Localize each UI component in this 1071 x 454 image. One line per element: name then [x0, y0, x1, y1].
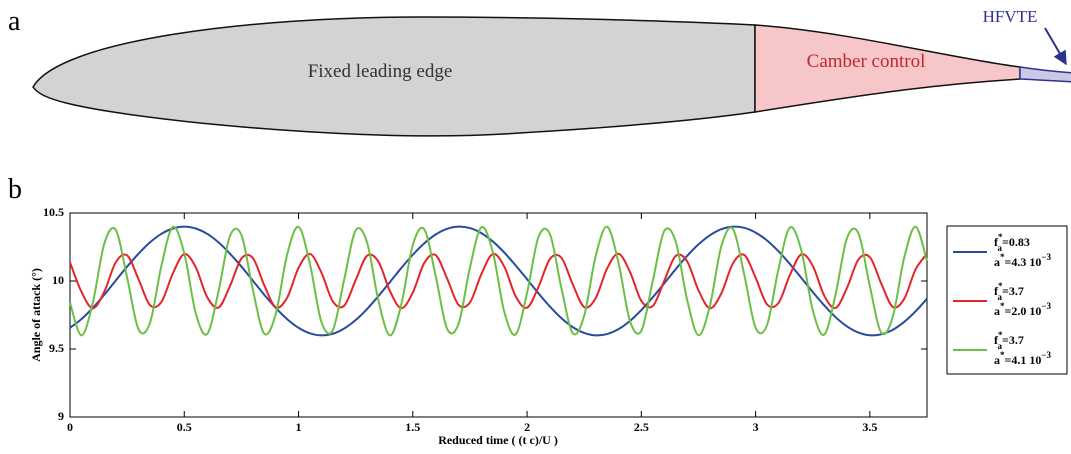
- legend-label: a*=4.1 10−3: [994, 350, 1051, 367]
- data-line: [69, 252, 928, 310]
- y-tick-label: 9: [58, 409, 64, 423]
- x-tick-label: 3: [753, 420, 759, 434]
- y-tick-label: 10: [52, 273, 64, 287]
- legend-text: *: [1000, 350, 1005, 360]
- region-label: Camber control: [807, 51, 926, 72]
- legend-text: f: [994, 235, 999, 249]
- legend-text: =0.83: [1002, 235, 1030, 249]
- panel-label: b: [8, 174, 22, 205]
- fixed-region: [32, 16, 756, 137]
- legend-label: f* a=0.83: [994, 232, 1030, 253]
- panel-label: a: [8, 6, 21, 37]
- data-line: [69, 225, 928, 337]
- legend-text: a: [994, 353, 1000, 367]
- legend-label: a*=2.0 10−3: [994, 301, 1051, 318]
- legend-text: *: [998, 232, 1003, 242]
- legend-text: f: [994, 284, 999, 298]
- legend-text: *: [1000, 301, 1005, 311]
- legend-text: −3: [1041, 252, 1051, 262]
- x-tick-label: 1.5: [405, 420, 420, 434]
- x-tick-label: 0.5: [177, 420, 192, 434]
- legend-text: *: [998, 281, 1003, 291]
- region-label: Fixed leading edge: [308, 61, 453, 82]
- legend-text: −3: [1041, 350, 1051, 360]
- airfoil: [32, 16, 1071, 137]
- legend-text: a: [998, 341, 1003, 351]
- legend-text: −3: [1041, 301, 1051, 311]
- legend-text: a: [994, 304, 1000, 318]
- callout-label: HFVTE: [983, 7, 1038, 26]
- y-axis-label: Angle of attack (°): [29, 268, 43, 362]
- x-tick-label: 3.5: [862, 420, 877, 434]
- legend-text: *: [1000, 252, 1005, 262]
- data-line: [69, 225, 928, 337]
- x-tick-label: 2.5: [634, 420, 649, 434]
- legend-text: =3.7: [1002, 284, 1024, 298]
- legend-label: a*=4.3 10−3: [994, 252, 1051, 269]
- legend-text: a: [994, 255, 1000, 269]
- y-tick-label: 9.5: [49, 341, 64, 355]
- x-tick-label: 0: [67, 420, 73, 434]
- legend-text: a: [998, 292, 1003, 302]
- y-tick-label: 10.5: [43, 205, 64, 219]
- x-tick-label: 2: [524, 420, 530, 434]
- plot-frame: [69, 212, 928, 418]
- x-tick-label: 1: [296, 420, 302, 434]
- hfvte-region: [1019, 66, 1071, 83]
- legend-label: f* a=3.7: [994, 281, 1024, 302]
- legend-label: f* a=3.7: [994, 330, 1024, 351]
- legend-text: a: [998, 243, 1003, 253]
- legend-text: =4.1 10: [1005, 353, 1042, 367]
- legend-text: =4.3 10: [1005, 255, 1042, 269]
- hfvte-arrow: [1044, 27, 1067, 66]
- legend-text: =2.0 10: [1005, 304, 1042, 318]
- x-axis-label: Reduced time ( (t c)/U ): [438, 433, 558, 447]
- legend-text: =3.7: [1002, 333, 1024, 347]
- legend-text: *: [998, 330, 1003, 340]
- legend-text: f: [994, 333, 999, 347]
